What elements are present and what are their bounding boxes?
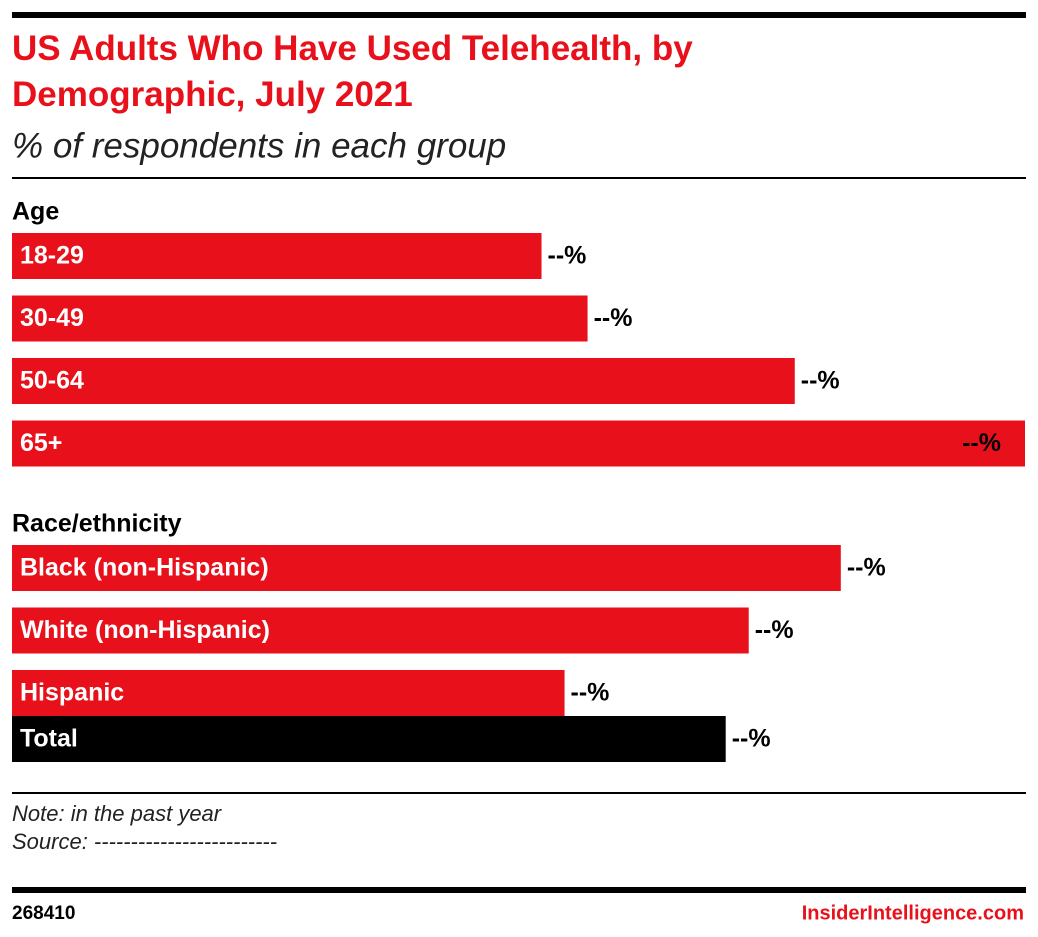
bar: [12, 607, 749, 654]
source: Source: -------------------------: [12, 829, 277, 854]
value-label: --%: [732, 725, 771, 753]
chart-title: US Adults Who Have Used Telehealth, by D…: [12, 29, 702, 114]
bar: [12, 295, 588, 342]
rule: [12, 792, 1026, 794]
bar: [12, 233, 542, 279]
bar-label: 30-49: [20, 304, 84, 332]
note: Note: in the past year: [12, 801, 223, 826]
chart-id: 268410: [12, 903, 75, 924]
bar-label: White (non-Hispanic): [20, 616, 270, 644]
bar-label: 18-29: [20, 242, 84, 270]
brand: InsiderIntelligence.com: [802, 902, 1024, 924]
bar-label: 50-64: [20, 367, 84, 395]
value-label: --%: [594, 304, 633, 332]
rule: [12, 177, 1026, 179]
value-label: --%: [571, 679, 610, 707]
value-label: --%: [847, 554, 886, 582]
chart-subtitle: % of respondents in each group: [12, 126, 506, 165]
bar-label: Hispanic: [20, 679, 124, 707]
top-rule: [12, 12, 1026, 18]
bar: [12, 670, 565, 716]
value-label: --%: [801, 367, 840, 395]
value-label: --%: [962, 429, 1001, 457]
group-label: Race/ethnicity: [12, 510, 182, 538]
bottom-rule: [12, 887, 1026, 893]
bar-label: 65+: [20, 429, 62, 457]
value-label: --%: [548, 242, 587, 270]
group-label: Age: [12, 198, 59, 226]
bar: [12, 358, 795, 404]
bar: [12, 545, 841, 591]
value-label: --%: [755, 616, 794, 644]
bar-label: Total: [20, 725, 78, 753]
bar-label: Black (non-Hispanic): [20, 554, 269, 582]
bar: [12, 716, 726, 762]
bar: [12, 420, 1025, 467]
